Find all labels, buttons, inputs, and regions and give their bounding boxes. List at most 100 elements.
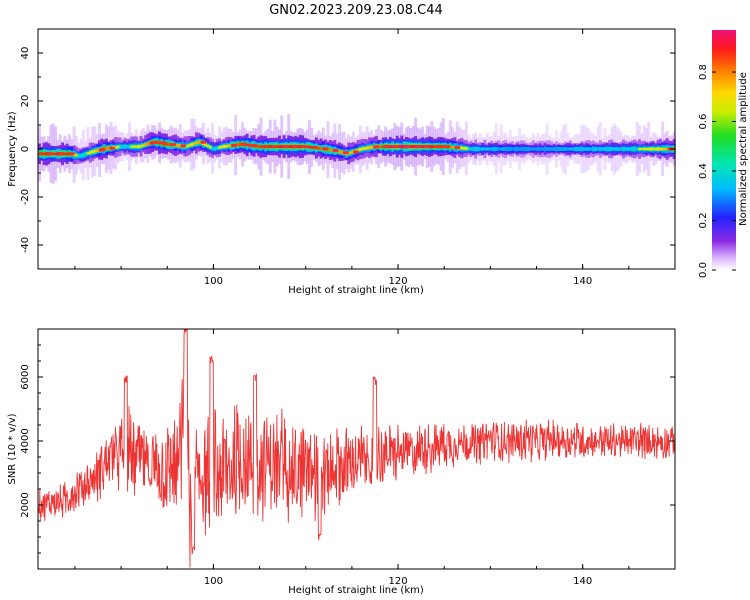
spectrogram-cell: [65, 152, 69, 156]
spectrogram-cell: [248, 143, 251, 147]
spectrogram-cell: [368, 146, 371, 150]
spectrogram-cell: [651, 148, 655, 150]
spectrogram-cell: [338, 150, 341, 153]
colorbar-tick-label: 0.0: [698, 262, 709, 278]
spectrogram-cell: [128, 144, 131, 149]
spectrogram-cell: [492, 146, 496, 152]
spectrogram-peak-cell: [403, 145, 410, 149]
spectrogram-cell: [474, 146, 478, 152]
spectrogram-cell: [134, 145, 138, 148]
spectrogram-cell: [638, 147, 641, 151]
spectrogram-cell: [610, 147, 614, 151]
spectrogram-cell: [619, 147, 623, 151]
spectrogram-cell: [79, 153, 83, 159]
spectrogram-cell: [388, 145, 392, 149]
snr-frame: [37, 328, 676, 570]
spectrogram-cell: [481, 147, 485, 151]
spectrogram-cell: [598, 146, 602, 152]
spectrogram-cell: [296, 145, 300, 149]
spectrogram-cell: [317, 146, 321, 150]
snr-series-line: [37, 328, 676, 568]
spectrogram-cell: [594, 146, 598, 152]
spectrogram-cell: [543, 146, 547, 152]
spectrogram-y-tick-label: 0: [20, 146, 31, 152]
spectrogram-peak-cell: [281, 145, 288, 149]
spectrogram-cell: [663, 147, 667, 151]
spectrogram-peak-cell: [251, 144, 258, 148]
snr-y-tick-label: 4000: [20, 428, 31, 453]
spectrogram-cell: [499, 147, 503, 151]
spectrogram-cell: [605, 146, 609, 152]
spectrogram-cell: [409, 145, 413, 149]
spectrogram-y-tick-label: -20: [20, 189, 31, 205]
spectrogram-cell: [176, 144, 180, 147]
spectrogram-cell: [400, 144, 404, 149]
spectrogram-peak-cell: [98, 148, 105, 152]
spectrogram-cell: [356, 149, 360, 152]
spectrogram-cell: [123, 144, 127, 149]
spectrogram-cell: [379, 145, 383, 148]
spectrogram-cell: [654, 147, 658, 151]
snr-x-axis-label: Height of straight line (km): [288, 585, 424, 596]
spectrogram-cell: [501, 146, 505, 152]
spectrogram-cell: [538, 147, 542, 151]
spectrogram-cell: [206, 145, 210, 147]
spectrogram-cell: [192, 142, 196, 145]
spectrogram-cell: [494, 146, 498, 152]
spectrogram-cell: [358, 147, 362, 151]
spectrogram-peak-cell: [68, 152, 75, 156]
snr-panel: 100 120 140 2000 4000 6000 Height of straight…: [7, 328, 676, 596]
spectrogram-cell: [573, 146, 577, 152]
spectrogram-cell: [158, 141, 161, 145]
spectrogram-cell: [575, 146, 579, 152]
spectrogram-cell: [522, 146, 526, 152]
spectrogram-x-tick-label: 140: [573, 276, 592, 287]
spectrogram-peak-cell: [109, 146, 116, 150]
spectrogram-cell: [268, 145, 272, 149]
figure-title: GN02.2023.209.23.08.C44: [269, 3, 443, 18]
spectrogram-cell: [257, 145, 261, 148]
spectrogram-cell: [86, 152, 90, 155]
snr-ticks: 100 120 140 2000 4000 6000: [20, 328, 676, 587]
spectrogram-cell: [631, 146, 635, 152]
spectrogram-cell: [236, 143, 240, 147]
spectrogram-cell: [411, 145, 415, 149]
spectrogram-cell: [118, 144, 122, 150]
spectrogram-cell: [266, 145, 270, 148]
spectrogram-cell: [596, 147, 600, 151]
spectrogram-cell: [93, 149, 97, 153]
spectrogram-cell: [328, 148, 332, 152]
spectrogram-cell: [104, 147, 108, 150]
colorbar-tick-label: 0.6: [698, 114, 709, 130]
spectrogram-peak-cell: [58, 152, 65, 156]
spectrogram-cell: [391, 145, 395, 148]
spectrogram-cell: [167, 143, 171, 146]
spectrogram-peak-cell: [230, 144, 237, 148]
spectrogram-cell: [658, 147, 662, 151]
spectrogram-cell: [462, 146, 466, 150]
spectrogram-peak-cell: [261, 145, 268, 149]
spectrogram-cell: [155, 140, 159, 144]
snr-y-tick-label: 6000: [20, 364, 31, 389]
spectrogram-peak-cell: [241, 142, 248, 146]
snr-y-axis-label: SNR (10 * v/v): [7, 413, 18, 484]
spectrogram-peak-cell: [200, 140, 207, 144]
spectrogram-cell: [564, 146, 568, 152]
spectrogram-cell: [144, 143, 148, 147]
snr-marks: [37, 328, 676, 568]
spectrogram-peak-cell: [271, 145, 278, 149]
spectrogram-cell: [460, 146, 464, 150]
spectrogram-cell: [74, 154, 78, 157]
spectrogram-cell: [584, 147, 588, 151]
spectrogram-peak-cell: [38, 152, 44, 156]
spectrogram-cell: [589, 147, 593, 151]
spectrogram-peak-cell: [159, 141, 166, 145]
spectrogram-peak-cell: [342, 151, 349, 155]
spectrogram-cell: [238, 142, 242, 146]
spectrogram-cell: [587, 147, 591, 151]
spectrogram-cell: [520, 146, 524, 152]
spectrogram-cell: [132, 145, 136, 148]
spectrogram-cell: [518, 147, 521, 151]
spectrogram-peak-cell: [302, 145, 309, 149]
